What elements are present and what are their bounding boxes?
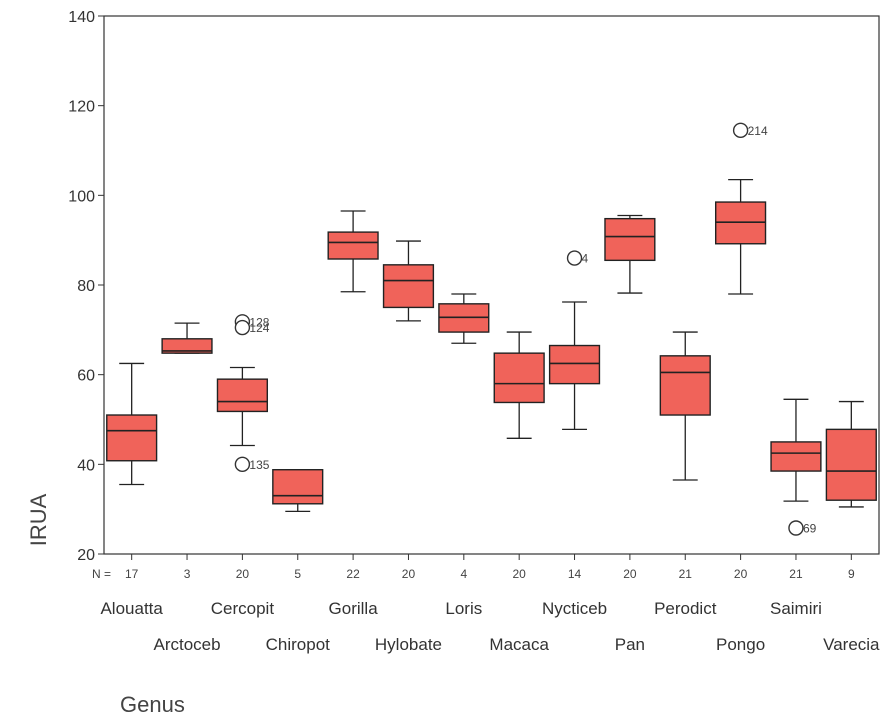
outlier-label: 214 [748, 124, 768, 138]
plot-layer: 20 40 60 80 100 120 140 N = 17 Alouatta 3 Arctoceb 2… [68, 9, 880, 654]
category-label: Loris [445, 599, 482, 618]
y-tick-label: 20 [77, 547, 95, 564]
n-count-label: 4 [460, 567, 467, 581]
box [161, 338, 213, 354]
n-count-label: 22 [346, 567, 360, 581]
outlier-label: 4 [582, 252, 589, 266]
y-tick-label: 140 [68, 9, 95, 26]
category-label: Chiropot [266, 635, 331, 654]
n-count-label: 14 [568, 567, 582, 581]
box [382, 264, 435, 309]
category-label: Varecia [823, 635, 880, 654]
outlier-label: 128 [249, 315, 269, 329]
y-axis-title: IRUA [26, 493, 51, 546]
n-count-label: 21 [789, 567, 803, 581]
box [272, 469, 324, 505]
category-label: Pongo [716, 635, 765, 654]
n-count-label: 20 [512, 567, 526, 581]
outlier-label: 124 [249, 321, 269, 335]
box [327, 231, 379, 260]
y-tick-label: 100 [68, 188, 95, 205]
n-count-label: 21 [679, 567, 693, 581]
box [825, 428, 877, 501]
category-label: Hylobate [375, 635, 442, 654]
outlier-point [566, 250, 583, 266]
x-axis-title: Genus [120, 692, 185, 717]
box [106, 414, 158, 462]
y-tick-label: 60 [77, 368, 95, 385]
category-label: Saimiri [770, 599, 822, 618]
box [548, 344, 601, 385]
category-label: Gorilla [329, 599, 379, 618]
category-label: Pan [615, 635, 645, 654]
n-count-label: 17 [125, 567, 139, 581]
outlier-point [234, 456, 251, 473]
outlier-point [732, 122, 749, 139]
n-count-label: 9 [848, 567, 855, 581]
category-label: Macaca [489, 635, 549, 654]
category-label: Arctoceb [153, 635, 220, 654]
n-label: N = [92, 567, 111, 581]
n-count-label: 3 [184, 567, 191, 581]
outlier-label: 135 [249, 458, 269, 472]
box [770, 441, 822, 472]
category-label: Alouatta [100, 599, 163, 618]
outlier-label: 69 [803, 521, 817, 535]
y-tick-label: 80 [77, 278, 95, 295]
n-count-label: 20 [623, 567, 637, 581]
n-count-label: 5 [294, 567, 301, 581]
box [604, 217, 656, 262]
box [659, 355, 711, 416]
y-tick-label: 40 [77, 457, 95, 474]
n-count-label: 20 [236, 567, 250, 581]
n-count-label: 20 [402, 567, 416, 581]
outlier-point [234, 319, 251, 336]
box [216, 378, 269, 413]
box [493, 352, 545, 404]
category-label: Nycticeb [542, 599, 607, 618]
category-label: Perodict [654, 599, 717, 618]
outlier-point [788, 520, 804, 536]
y-tick-label: 120 [68, 99, 95, 116]
category-label: Cercopit [211, 599, 275, 618]
n-count-label: 20 [734, 567, 748, 581]
